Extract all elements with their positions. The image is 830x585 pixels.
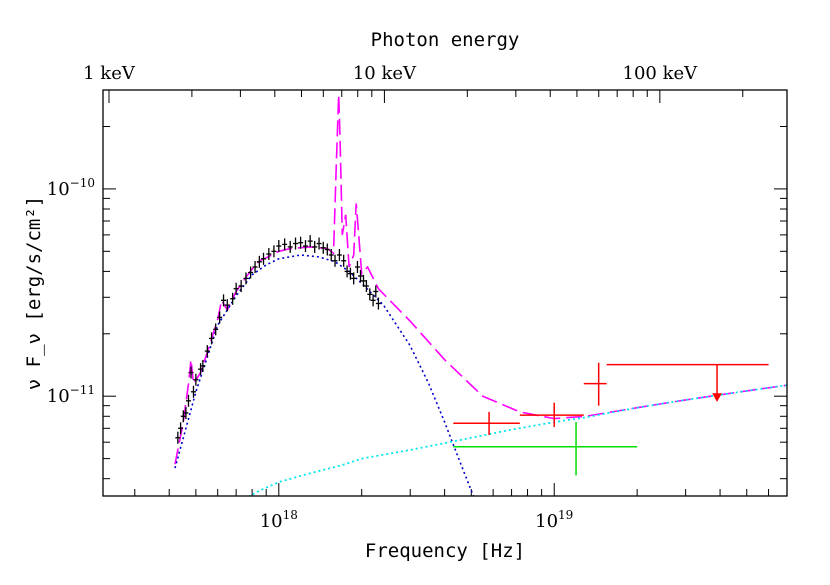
top-tick-label: 10 keV bbox=[353, 63, 417, 84]
top-tick-label: 1 keV bbox=[83, 63, 136, 84]
x-tick-label: 1019 bbox=[535, 508, 573, 532]
series-layer bbox=[174, 94, 787, 496]
y-axis-title: ν F_ν [erg/s/cm²] bbox=[23, 196, 45, 390]
total-model-dashed-line bbox=[174, 94, 787, 465]
x-axis-title: Frequency [Hz] bbox=[365, 540, 525, 562]
y-tick-label: 10−11 bbox=[47, 383, 95, 407]
x-tick-label: 1018 bbox=[260, 508, 298, 532]
tick-labels: 1018 1019 10−11 10−10 1 keV 10 keV 100 keV bbox=[47, 63, 698, 532]
blue-component-dotted-line bbox=[174, 254, 475, 496]
top-tick-label: 100 keV bbox=[623, 63, 699, 84]
top-axis-title: Photon energy bbox=[371, 29, 520, 51]
y-tick-label: 10−10 bbox=[47, 176, 95, 200]
red-upper-limit-arrow bbox=[712, 393, 722, 402]
points-layer bbox=[175, 235, 769, 476]
plot-frame bbox=[102, 89, 788, 497]
plot-area bbox=[174, 94, 787, 496]
cyan-component-dotted-line bbox=[247, 384, 787, 496]
